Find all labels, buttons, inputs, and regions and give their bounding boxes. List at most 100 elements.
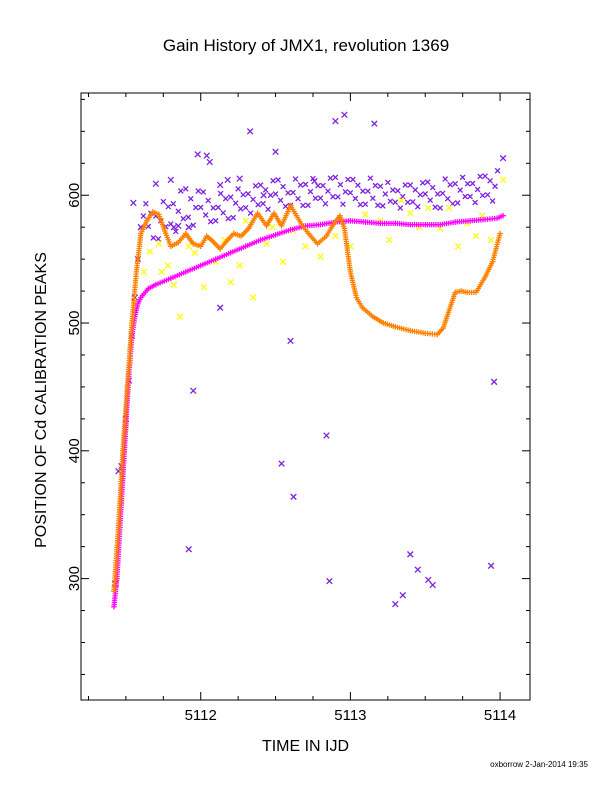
series-1-band-point <box>207 218 214 225</box>
series-1-band-point <box>482 173 488 179</box>
series-1-band-point <box>422 191 429 197</box>
x-tick-label: 5114 <box>484 707 516 724</box>
series-2-point <box>478 212 486 219</box>
series-1-band-point <box>487 177 493 184</box>
x-tick-label: 5113 <box>334 707 366 724</box>
series-1-band-point <box>290 189 296 196</box>
series-1-band-point <box>330 193 336 200</box>
credit-stamp: oxborrow 2-Jan-2014 19:35 <box>490 760 588 769</box>
series-1-band-point <box>335 194 341 200</box>
series-1-band-point <box>437 205 444 211</box>
series-1-band-point <box>432 204 439 211</box>
series-1-band-point <box>365 188 371 194</box>
series-2-point <box>424 204 432 212</box>
series-1-band-point <box>379 203 386 209</box>
series-2-point <box>191 249 199 256</box>
chart-title: Gain History of JMX1, revolution 1369 <box>162 36 450 55</box>
series-2-point <box>200 283 207 291</box>
series-1-band-point <box>205 197 212 204</box>
y-tick-label: 500 <box>66 311 83 336</box>
series-2-point <box>279 258 287 265</box>
series-1-band-point <box>444 195 451 202</box>
series-1-band-point <box>357 201 364 208</box>
series-1-band-point <box>170 200 177 207</box>
series-1-band-point <box>210 205 217 211</box>
series-1-band-point <box>374 202 381 209</box>
series-1-band-point <box>412 187 419 193</box>
series-1-band-point <box>212 217 219 224</box>
series-2-point <box>445 204 453 212</box>
series-1-band-point <box>260 200 266 207</box>
series-1-band-point <box>220 209 227 216</box>
series-1-point <box>206 158 213 166</box>
series-1-point <box>216 181 224 189</box>
x-axis-label: TIME IN IJD <box>261 738 350 755</box>
series-1-band-point <box>140 213 147 219</box>
series-1-band-point <box>407 182 414 188</box>
series-2-point <box>263 240 270 248</box>
series-1-band-point <box>404 199 411 206</box>
plot-axes: 5112 5113 5114 300 400 500 600 <box>66 92 531 724</box>
series-1-band-point <box>215 204 222 211</box>
series-2-point <box>398 197 405 204</box>
series-1-band-point <box>240 191 246 198</box>
series-2-point <box>407 209 414 217</box>
series-1-band-point <box>275 177 281 183</box>
series-1-point <box>130 199 137 207</box>
x-tick-label: 5112 <box>185 707 217 724</box>
series-2-point <box>362 211 369 218</box>
series-2-point <box>386 236 393 244</box>
series-1-point <box>167 176 175 184</box>
series-1-band-point <box>484 191 491 198</box>
series-1-band-point <box>197 204 204 211</box>
series-1-point <box>487 562 495 570</box>
series-1-band-point <box>247 210 254 216</box>
series-1-band-point <box>222 195 229 202</box>
series-1-point <box>407 551 414 558</box>
series-1-point <box>424 576 432 584</box>
series-1-band-point <box>297 182 304 188</box>
series-1-band-point <box>392 199 399 206</box>
series-2-point <box>454 243 462 250</box>
series-1-point <box>341 111 348 118</box>
series-1-band-point <box>367 175 374 182</box>
series-1-point <box>131 294 139 301</box>
series-1-band-point <box>185 214 192 221</box>
series-1-band-point <box>317 195 324 201</box>
series-2-point <box>302 243 309 250</box>
plot-frame <box>80 92 531 701</box>
series-1-point <box>246 128 254 135</box>
series-1-band-point <box>429 184 436 191</box>
series-1-band-point <box>322 200 329 207</box>
series-2-point <box>236 262 243 269</box>
series-1-band-point <box>312 195 319 202</box>
series-1-band-point <box>332 174 339 181</box>
series-2-point <box>472 232 480 240</box>
series-1-band-point <box>409 198 416 205</box>
series-1-band-point <box>315 182 321 189</box>
series-1-band-point <box>200 189 207 195</box>
series-1-band-point <box>462 193 469 200</box>
series-1-point <box>170 223 178 231</box>
series-1-band-point <box>202 212 209 218</box>
series-1-band-point <box>227 194 234 201</box>
series-2-point <box>269 223 276 231</box>
series-1-band-point <box>295 195 301 202</box>
series-1-band-point <box>245 190 251 197</box>
series-2-point <box>242 217 249 225</box>
series-2-point <box>158 268 166 276</box>
series-1-band-point <box>414 203 421 210</box>
series-1-band-point <box>172 228 179 235</box>
series-2-point <box>170 281 178 288</box>
series-1-band-point <box>377 183 384 190</box>
series-1-point <box>189 387 197 395</box>
series-1-band-point <box>472 199 478 206</box>
series-1-point <box>152 180 160 187</box>
series-1-band-point <box>190 222 197 229</box>
series-1-band-point <box>237 206 244 212</box>
series-1-band-point <box>492 183 498 190</box>
series-1-point <box>236 175 243 182</box>
series-1-band-point <box>280 183 286 190</box>
series-2-point <box>140 268 148 276</box>
